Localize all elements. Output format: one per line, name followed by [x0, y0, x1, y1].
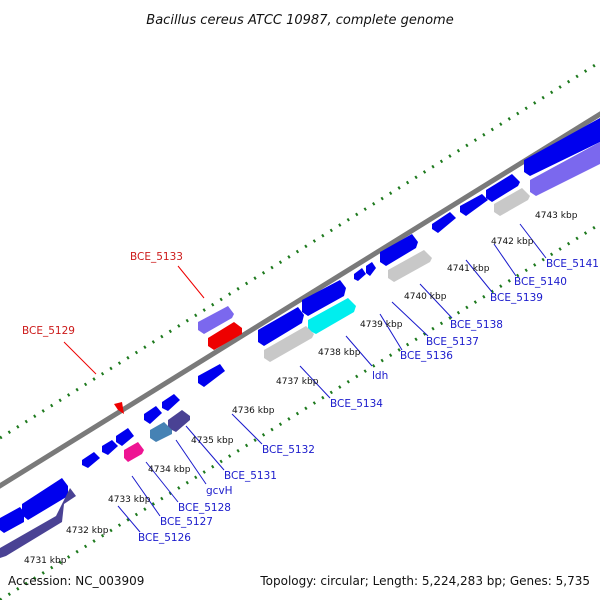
gene-label-bce-5137[interactable]: BCE_5137: [426, 336, 479, 348]
leader-line: [231, 413, 263, 445]
leader-line: [117, 505, 141, 533]
gene-label-bce-5134[interactable]: BCE_5134: [330, 398, 383, 410]
leader-line: [493, 243, 517, 277]
gene-label-bce-5127[interactable]: BCE_5127: [160, 516, 213, 528]
leader-line: [391, 301, 429, 337]
leader-line: [519, 223, 547, 259]
gene-feature[interactable]: [366, 262, 376, 276]
map-title: Bacillus cereus ATCC 10987, complete gen…: [146, 13, 453, 28]
gene-feature[interactable]: [308, 298, 356, 334]
gene-label-bce-5129[interactable]: BCE_5129: [22, 325, 75, 337]
tick-label: 4741 kbp: [447, 264, 490, 274]
tick-label: 4742 kbp: [491, 237, 534, 247]
gene-feature[interactable]: [114, 402, 124, 414]
leader-line: [175, 439, 207, 485]
gene-feature[interactable]: [264, 326, 314, 362]
tick-label: 4735 kbp: [191, 436, 234, 446]
leader-line: [145, 461, 179, 503]
gene-feature[interactable]: [144, 406, 162, 424]
gene-label-bce-5141[interactable]: BCE_5141: [546, 258, 599, 270]
gene-feature[interactable]: [258, 307, 304, 346]
gene-label-bce-5138[interactable]: BCE_5138: [450, 319, 503, 331]
tick-label: 4737 kbp: [276, 377, 319, 387]
leader-line: [465, 259, 493, 293]
leader-line: [131, 475, 161, 517]
gene-feature[interactable]: [302, 280, 346, 316]
gene-label-bce-5128[interactable]: BCE_5128: [178, 502, 231, 514]
kbp-tick-labels: 4731 kbp 4732 kbp 4733 kbp 4734 kbp 4735…: [24, 211, 578, 566]
gene-label-bce-5126[interactable]: BCE_5126: [138, 532, 191, 544]
gene-feature[interactable]: [0, 488, 76, 558]
leader-line: [185, 425, 225, 471]
gene-features: [0, 118, 600, 558]
gene-feature[interactable]: [82, 452, 100, 468]
gene-label-bce-5139[interactable]: BCE_5139: [490, 292, 543, 304]
gc-skew-track-inner: [0, 222, 600, 600]
label-leaders: [63, 223, 547, 533]
gene-feature[interactable]: [116, 428, 134, 446]
gene-feature[interactable]: [162, 394, 180, 411]
gene-feature[interactable]: [102, 440, 118, 455]
gene-label-bce-5140[interactable]: BCE_5140: [514, 276, 567, 288]
gene-label-ldh[interactable]: ldh: [372, 370, 388, 382]
gene-feature[interactable]: [486, 174, 520, 202]
gene-feature[interactable]: [124, 442, 144, 462]
tick-label: 4739 kbp: [360, 320, 403, 330]
tick-label: 4731 kbp: [24, 556, 67, 566]
tick-label: 4743 kbp: [535, 211, 578, 221]
gene-feature[interactable]: [380, 234, 418, 266]
gc-skew-track-outer: [0, 60, 600, 440]
gene-feature[interactable]: [530, 142, 600, 196]
leader-line: [345, 335, 373, 367]
tick-label: 4732 kbp: [66, 526, 109, 536]
gene-feature[interactable]: [198, 364, 225, 387]
accession-text: Accession: NC_003909: [8, 574, 144, 588]
gene-label-gcvh[interactable]: gcvH: [206, 485, 233, 497]
tick-label: 4740 kbp: [404, 292, 447, 302]
tick-label: 4734 kbp: [148, 465, 191, 475]
gene-feature[interactable]: [22, 478, 68, 520]
gene-labels: BCE_5126 BCE_5127 BCE_5128 gcvH BCE_5131…: [22, 251, 599, 544]
genome-backbone: [0, 111, 600, 489]
leader-line: [177, 265, 205, 299]
gene-feature[interactable]: [524, 118, 600, 176]
genome-summary-text: Topology: circular; Length: 5,224,283 bp…: [259, 574, 590, 588]
gene-feature[interactable]: [388, 250, 432, 282]
gene-feature[interactable]: [168, 410, 190, 432]
gene-feature[interactable]: [494, 188, 530, 216]
gene-feature[interactable]: [460, 194, 488, 216]
gene-label-bce-5131[interactable]: BCE_5131: [224, 470, 277, 482]
leader-line: [63, 341, 97, 375]
gene-label-bce-5136[interactable]: BCE_5136: [400, 350, 453, 362]
gene-feature[interactable]: [432, 212, 456, 233]
gene-feature[interactable]: [208, 322, 242, 350]
tick-label: 4736 kbp: [232, 406, 275, 416]
tick-label: 4738 kbp: [318, 348, 361, 358]
leader-line: [299, 365, 331, 399]
gene-feature[interactable]: [0, 507, 24, 533]
gene-feature[interactable]: [150, 422, 172, 442]
gene-label-bce-5133[interactable]: BCE_5133: [130, 251, 183, 263]
gene-label-bce-5132[interactable]: BCE_5132: [262, 444, 315, 456]
leader-line: [379, 313, 403, 351]
tick-label: 4733 kbp: [108, 495, 151, 505]
gene-feature[interactable]: [198, 306, 234, 334]
gene-feature[interactable]: [354, 268, 366, 281]
leader-line: [419, 283, 453, 319]
